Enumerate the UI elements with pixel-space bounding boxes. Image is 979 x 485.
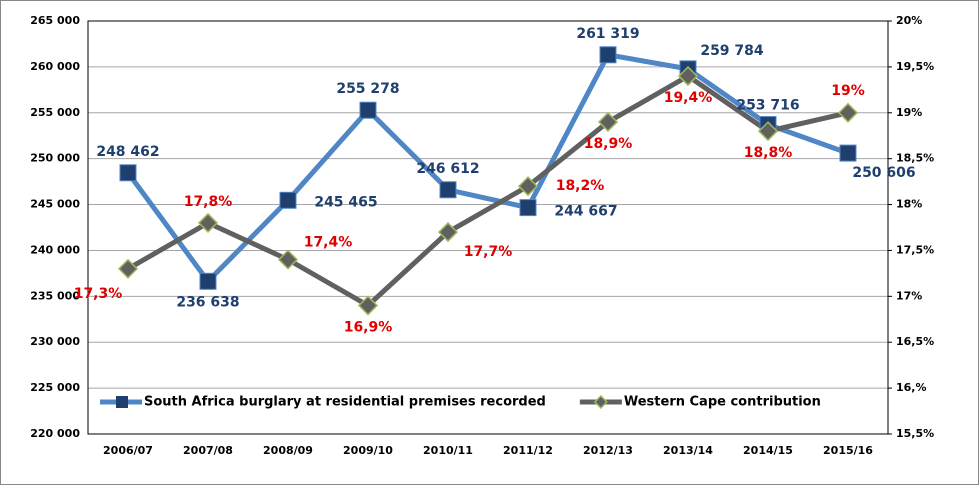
- data-label: 253 716: [736, 98, 799, 114]
- marker: [597, 111, 619, 133]
- y2-tick-label: 20%: [896, 14, 922, 27]
- data-label: 19,4%: [664, 90, 713, 106]
- data-label: 18,9%: [584, 136, 633, 152]
- legend-marker: [116, 396, 128, 408]
- x-tick-label: 2015/16: [823, 444, 873, 457]
- x-tick-label: 2009/10: [343, 444, 393, 457]
- marker: [357, 295, 379, 316]
- y-tick-label: 250 000: [30, 152, 80, 165]
- marker: [517, 176, 539, 197]
- plot-area: [87, 20, 889, 435]
- marker: [837, 102, 859, 123]
- marker: [677, 66, 699, 87]
- marker: [439, 181, 457, 199]
- y2-tick-label: 18%: [896, 198, 922, 211]
- marker: [199, 272, 217, 290]
- y2-tick-label: 19,5%: [896, 60, 934, 73]
- marker: [757, 121, 779, 142]
- data-label: 19%: [831, 83, 865, 99]
- data-label: 16,9%: [344, 320, 393, 336]
- data-label: 250 606: [852, 165, 915, 181]
- y2-tick-label: 15,5%: [896, 427, 934, 440]
- marker: [839, 144, 857, 162]
- marker: [519, 199, 537, 217]
- marker: [277, 249, 299, 270]
- y2-tick-label: 17,5%: [896, 243, 934, 256]
- y-tick-label: 220 000: [30, 427, 80, 440]
- marker: [197, 212, 219, 233]
- marker: [117, 258, 139, 279]
- y2-tick-label: 19%: [896, 106, 922, 119]
- y2-tick-label: 16,%: [896, 381, 927, 394]
- y2-tick-label: 16,5%: [896, 335, 934, 348]
- marker: [437, 222, 459, 243]
- x-tick-label: 2012/13: [583, 444, 633, 457]
- legend-marker: [593, 394, 608, 410]
- legend-box: [96, 390, 866, 414]
- y-tick-label: 265 000: [30, 14, 80, 27]
- legend-label: Western Cape contribution: [624, 395, 821, 410]
- y2-tick-label: 17%: [896, 289, 922, 302]
- legend-label: South Africa burglary at residential pre…: [144, 395, 546, 410]
- x-tick-label: 2006/07: [103, 444, 153, 457]
- y-tick-label: 240 000: [30, 243, 80, 256]
- data-label: 17,4%: [304, 235, 353, 251]
- y-tick-label: 225 000: [30, 381, 80, 394]
- data-label: 244 667: [554, 204, 617, 220]
- y2-tick-label: 18,5%: [896, 152, 934, 165]
- y-tick-label: 260 000: [30, 60, 80, 73]
- data-label: 17,8%: [184, 194, 233, 210]
- data-label: 236 638: [176, 294, 239, 310]
- y-tick-label: 245 000: [30, 198, 80, 211]
- x-tick-label: 2014/15: [743, 444, 793, 457]
- data-label: 18,2%: [556, 178, 605, 194]
- y-tick-label: 235 000: [30, 289, 80, 302]
- data-label: 18,8%: [744, 145, 793, 161]
- marker: [279, 191, 297, 209]
- series-line: [126, 73, 849, 309]
- data-label: 17,3%: [74, 286, 123, 302]
- data-label: 245 465: [314, 194, 377, 210]
- marker: [599, 46, 617, 64]
- data-label: 246 612: [416, 161, 479, 177]
- data-label: 259 784: [700, 43, 764, 59]
- y-tick-label: 230 000: [30, 335, 80, 348]
- data-label: 255 278: [336, 81, 399, 97]
- data-label: 261 319: [576, 26, 639, 42]
- x-tick-label: 2010/11: [423, 444, 473, 457]
- x-tick-label: 2011/12: [503, 444, 553, 457]
- data-label: 248 462: [96, 144, 159, 160]
- x-tick-label: 2007/08: [183, 444, 233, 457]
- marker: [119, 164, 137, 182]
- marker: [359, 101, 377, 119]
- x-tick-label: 2008/09: [263, 444, 313, 457]
- x-tick-label: 2013/14: [663, 444, 713, 457]
- data-label: 17,7%: [464, 244, 513, 260]
- y-tick-label: 255 000: [30, 106, 80, 119]
